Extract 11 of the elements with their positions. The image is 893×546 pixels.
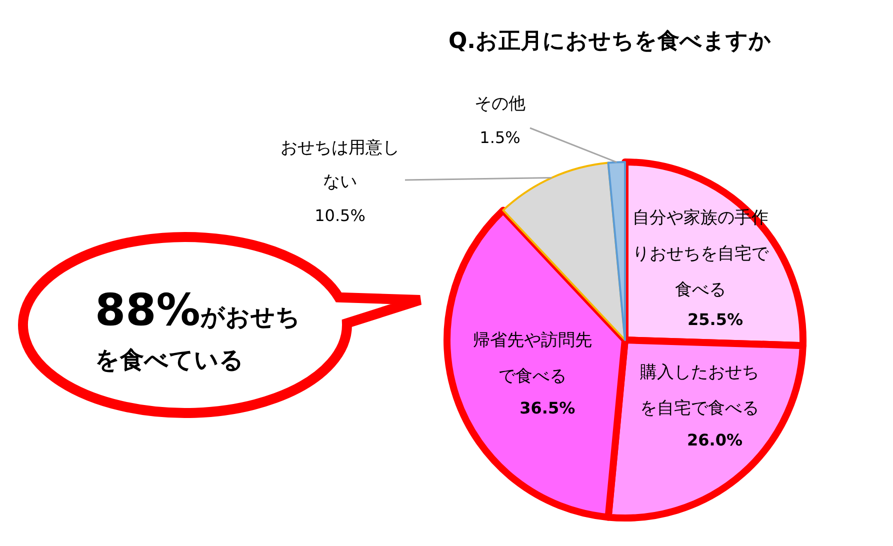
slice-label: おせちは用意しない xyxy=(280,138,400,192)
data-label: 26.0% xyxy=(686,430,742,450)
text: 88%がおせちを食べている xyxy=(95,285,300,374)
chart-title: Q.お正月におせちを食べますか xyxy=(448,29,772,54)
slice-label: 帰省先や訪問先で食べる xyxy=(472,330,592,387)
slice-label: その他 xyxy=(474,94,526,114)
slice-label: 購入したおせちを自宅で食べる xyxy=(640,362,760,418)
data-label: 25.5% xyxy=(688,310,744,329)
data-label: 10.5% xyxy=(314,206,366,225)
data-label: 36.5% xyxy=(520,398,576,418)
data-label: 1.5% xyxy=(480,128,520,147)
